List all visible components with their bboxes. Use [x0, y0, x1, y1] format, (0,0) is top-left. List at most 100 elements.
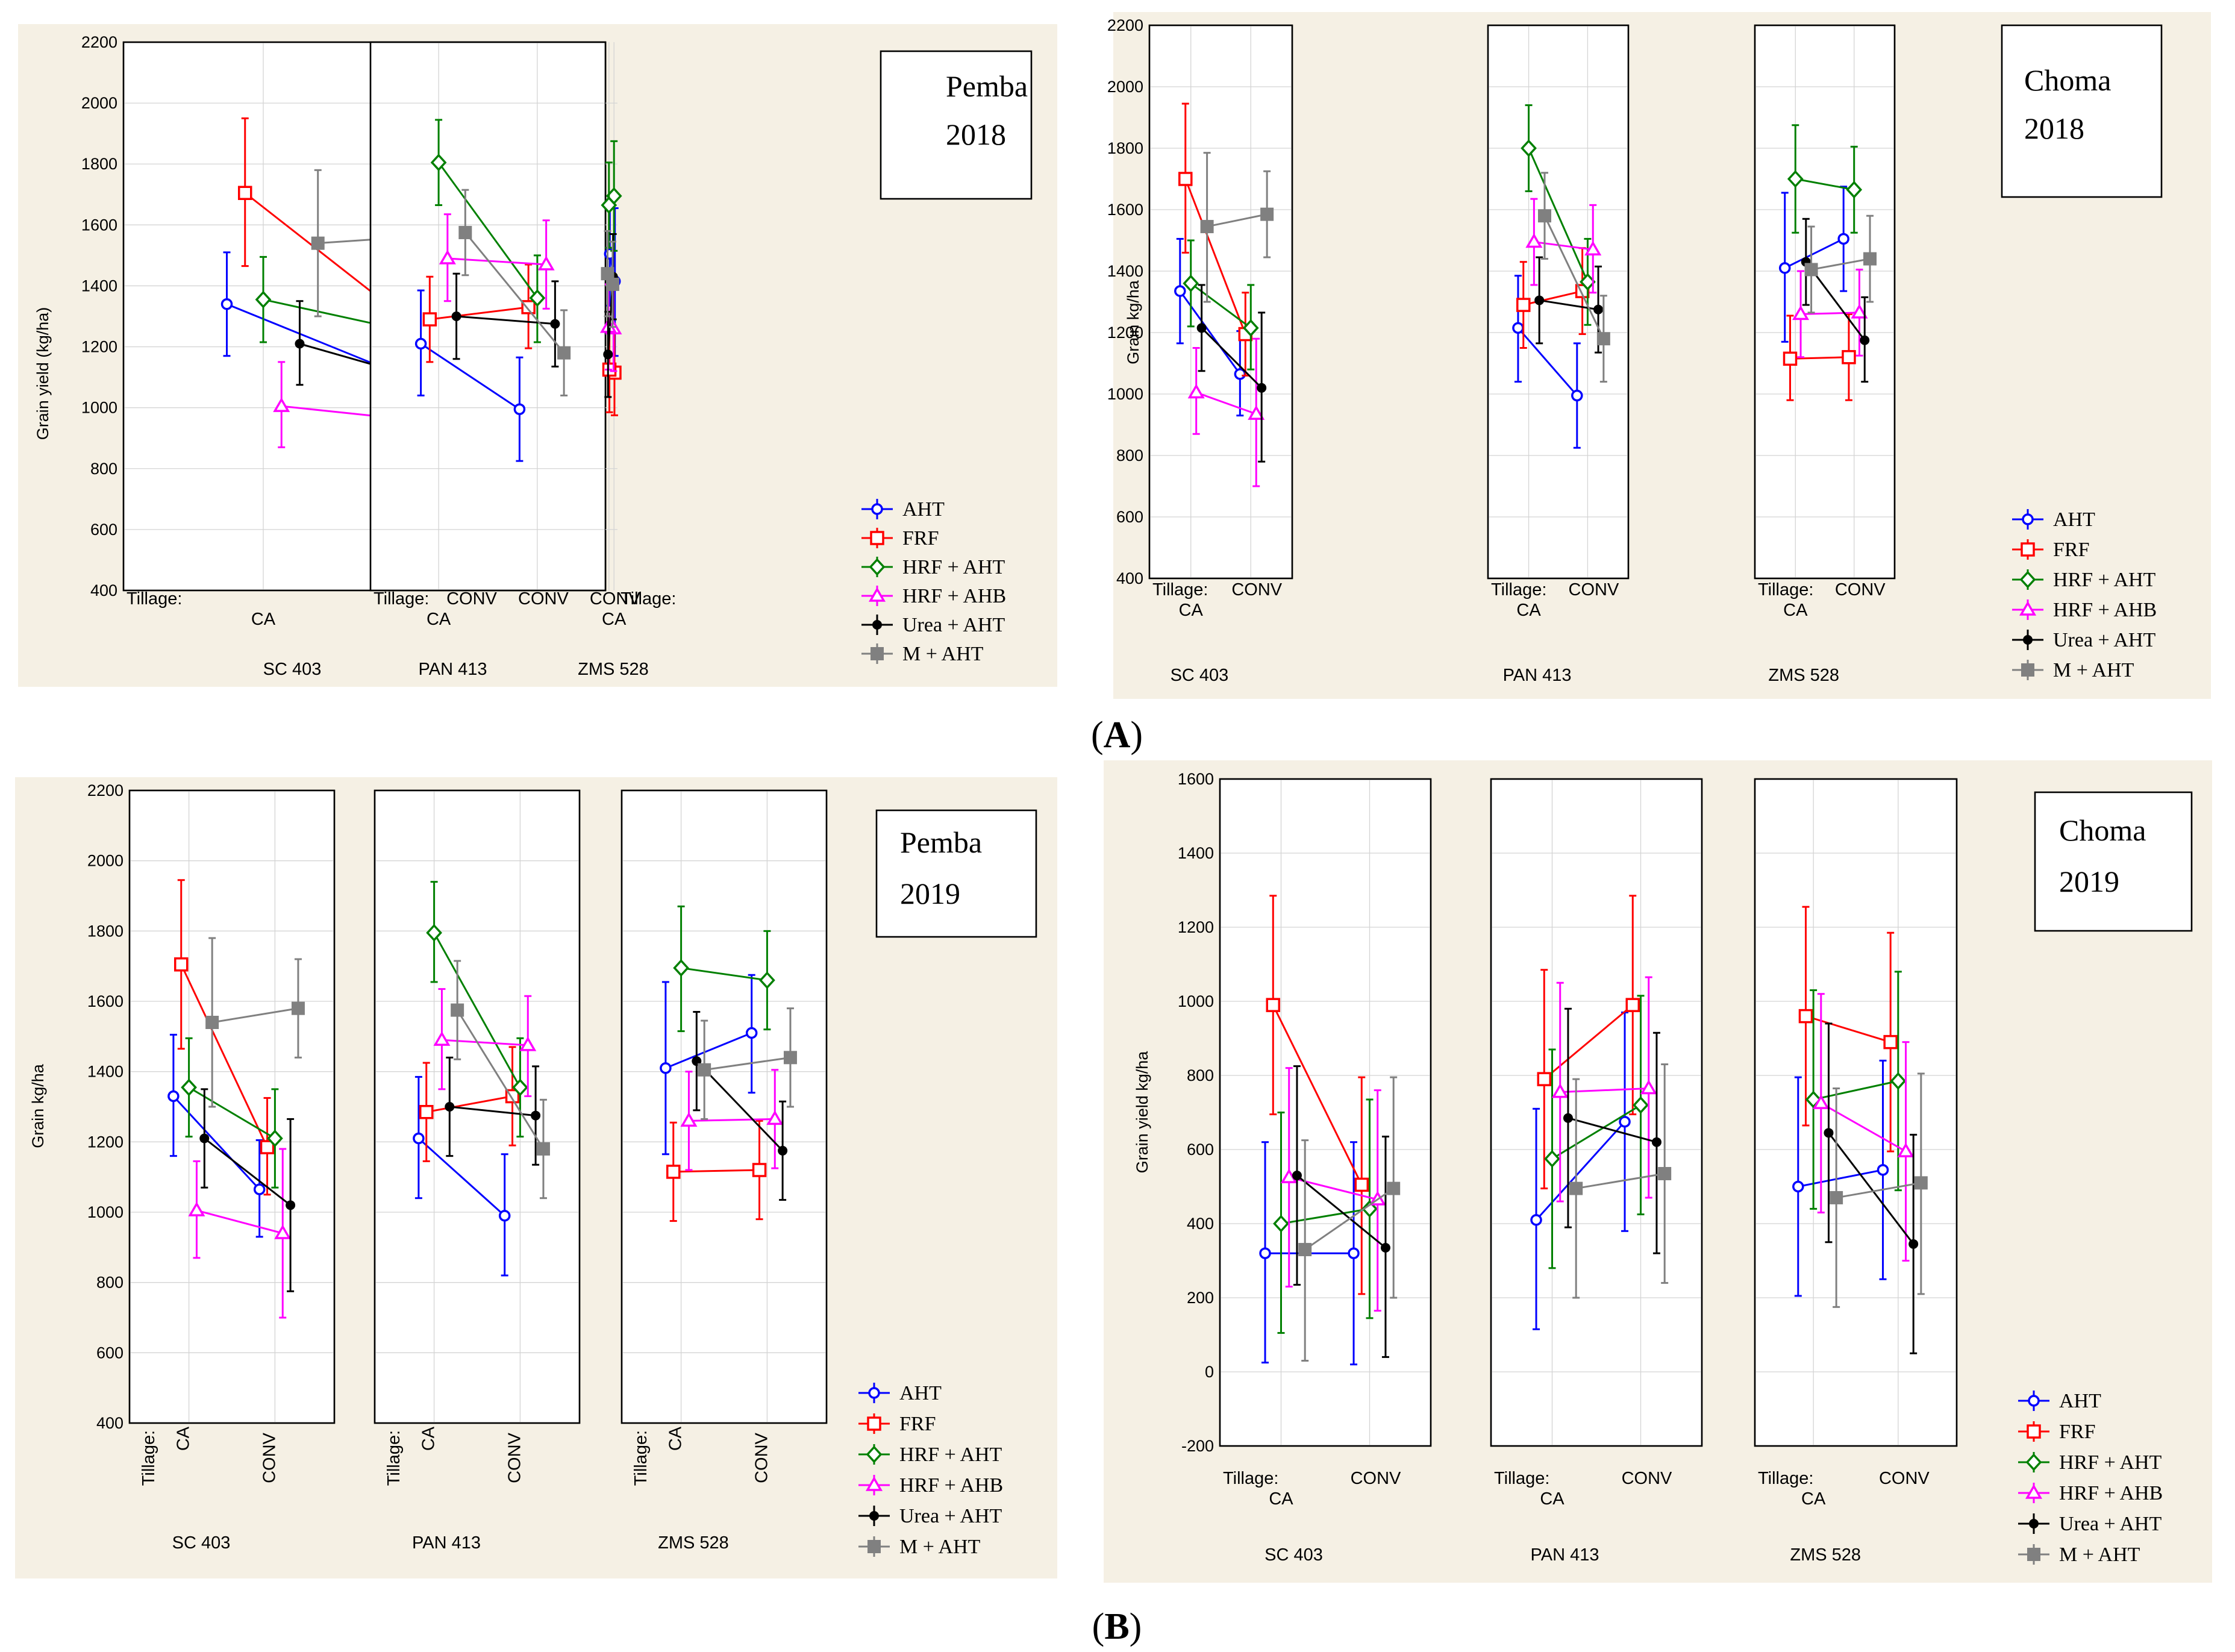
y-tick-label: 1200: [81, 338, 117, 356]
data-point: [1534, 295, 1545, 305]
data-point: [1512, 322, 1524, 334]
y-tick-label: 2000: [1107, 78, 1143, 96]
data-point: [1908, 1239, 1919, 1249]
series-line: [1543, 1004, 1634, 1080]
y-tick-label: 800: [1116, 446, 1143, 465]
legend-marker: [867, 1540, 881, 1553]
data-point: [1380, 1242, 1390, 1253]
series-hrf-ahb: [439, 213, 555, 310]
plot-frame: [128, 789, 336, 1424]
title-frame: [880, 50, 1033, 200]
series-line: [704, 1056, 791, 1071]
series-m-aht: [1298, 1076, 1401, 1362]
series-frf: [1516, 247, 1590, 349]
plot-frame-border: [1490, 778, 1703, 1447]
series-line: [420, 343, 520, 410]
series-aht: [1530, 1011, 1631, 1330]
data-point: [1798, 1009, 1813, 1024]
data-point: [1257, 383, 1267, 393]
chart-1: 400 600 800 1000 1200 1400 1600 1800 2000 2200 Gra…: [1107, 12, 2211, 699]
data-point: [238, 186, 252, 200]
x-tick-label: CONV: [590, 589, 640, 609]
legend-label: Urea + AHT: [899, 1505, 1002, 1527]
series-line: [1805, 1015, 1891, 1043]
data-point: [1273, 1215, 1289, 1233]
legend-marker: [2025, 1484, 2043, 1499]
legend-marker: [2025, 1453, 2042, 1471]
y-tick-label: 2200: [81, 33, 117, 51]
series-m-aht: [1200, 152, 1274, 303]
data-point: [1569, 1181, 1583, 1195]
title-year: 2018: [2024, 111, 2084, 145]
series-line: [1543, 215, 1605, 339]
data-point: [1178, 172, 1193, 186]
data-point: [1619, 1116, 1631, 1128]
chart-2: 400 600 800 1000 1200 1400 1600 1800 2000 2200 Gra…: [15, 777, 1057, 1578]
legend-item: M + AHT: [2012, 659, 2134, 681]
y-tick-label: 2200: [87, 781, 123, 799]
series-frf: [173, 879, 275, 1196]
series-hrf-ahb: [1812, 993, 1915, 1262]
legend-marker: [2022, 513, 2034, 525]
data-point: [745, 1027, 758, 1039]
x-tick-label: CA: [174, 1426, 193, 1451]
series-line: [464, 232, 565, 354]
x-axis-prefix: Tillage:: [1223, 1469, 1278, 1488]
data-point: [1584, 240, 1602, 256]
series-line: [1551, 1104, 1642, 1160]
y-tick-label: 200: [1187, 1289, 1214, 1307]
data-point: [1778, 262, 1791, 274]
data-point: [1563, 1113, 1573, 1123]
y-tick-label: 600: [96, 1344, 123, 1362]
legend-item: FRF: [2018, 1421, 2096, 1443]
legend-label: HRF + AHB: [902, 585, 1006, 607]
series-frf: [1783, 313, 1856, 401]
y-tick-label: 800: [96, 1274, 123, 1292]
data-point: [1521, 139, 1537, 157]
data-point: [1174, 285, 1186, 297]
legend: AHT FRF HRF + AHT HRF + AHB Urea + AHT M + AH…: [858, 1382, 1003, 1558]
legend-label: Urea + AHT: [2053, 629, 2155, 651]
legend-item: FRF: [2012, 539, 2090, 561]
y-tick-label: 400: [96, 1414, 123, 1432]
x-tick-label: CA: [602, 610, 627, 629]
y-tick-label: 0: [1205, 1363, 1214, 1381]
data-point: [1860, 335, 1870, 345]
data-point: [537, 255, 555, 271]
series-line: [430, 306, 529, 321]
series-line: [1207, 213, 1268, 228]
series-aht: [660, 974, 758, 1156]
legend-label: HRF + AHB: [899, 1474, 1003, 1497]
data-point: [783, 1051, 797, 1065]
x-axis-prefix: Tillage:: [1152, 580, 1208, 599]
data-point: [253, 1183, 266, 1195]
series-line: [442, 1039, 528, 1047]
legend-item: HRF + AHB: [858, 1474, 1003, 1497]
series-line: [673, 1169, 760, 1173]
chart-title-box: Pemba 2018: [880, 50, 1033, 200]
data-point: [1877, 1164, 1889, 1176]
data-point: [536, 1142, 550, 1156]
data-point: [1525, 233, 1543, 248]
data-point: [1187, 383, 1205, 399]
series-m-aht: [458, 189, 571, 396]
series-line: [1811, 258, 1871, 271]
series-line: [172, 1095, 260, 1191]
series-line: [681, 967, 767, 981]
plot-frame-border: [1754, 24, 1896, 580]
data-point: [286, 1200, 296, 1210]
plot-frame-border: [1148, 24, 1293, 580]
series-aht: [1792, 1059, 1889, 1297]
y-tick-label: 1600: [87, 992, 123, 1010]
y-tick-label: 1200: [1178, 918, 1214, 936]
title-location: Pemba: [946, 69, 1028, 103]
series-line: [1568, 1117, 1657, 1144]
data-point: [1792, 305, 1810, 321]
series-line: [196, 1209, 283, 1234]
x-axis-prefix: Tillage:: [1758, 580, 1813, 599]
plot-frame-border: [374, 789, 581, 1424]
x-tick-label: CA: [419, 1426, 439, 1451]
series-line: [437, 161, 539, 299]
x-axis-prefix: Tillage:: [631, 1430, 651, 1486]
legend-item: HRF + AHT: [861, 556, 1005, 578]
